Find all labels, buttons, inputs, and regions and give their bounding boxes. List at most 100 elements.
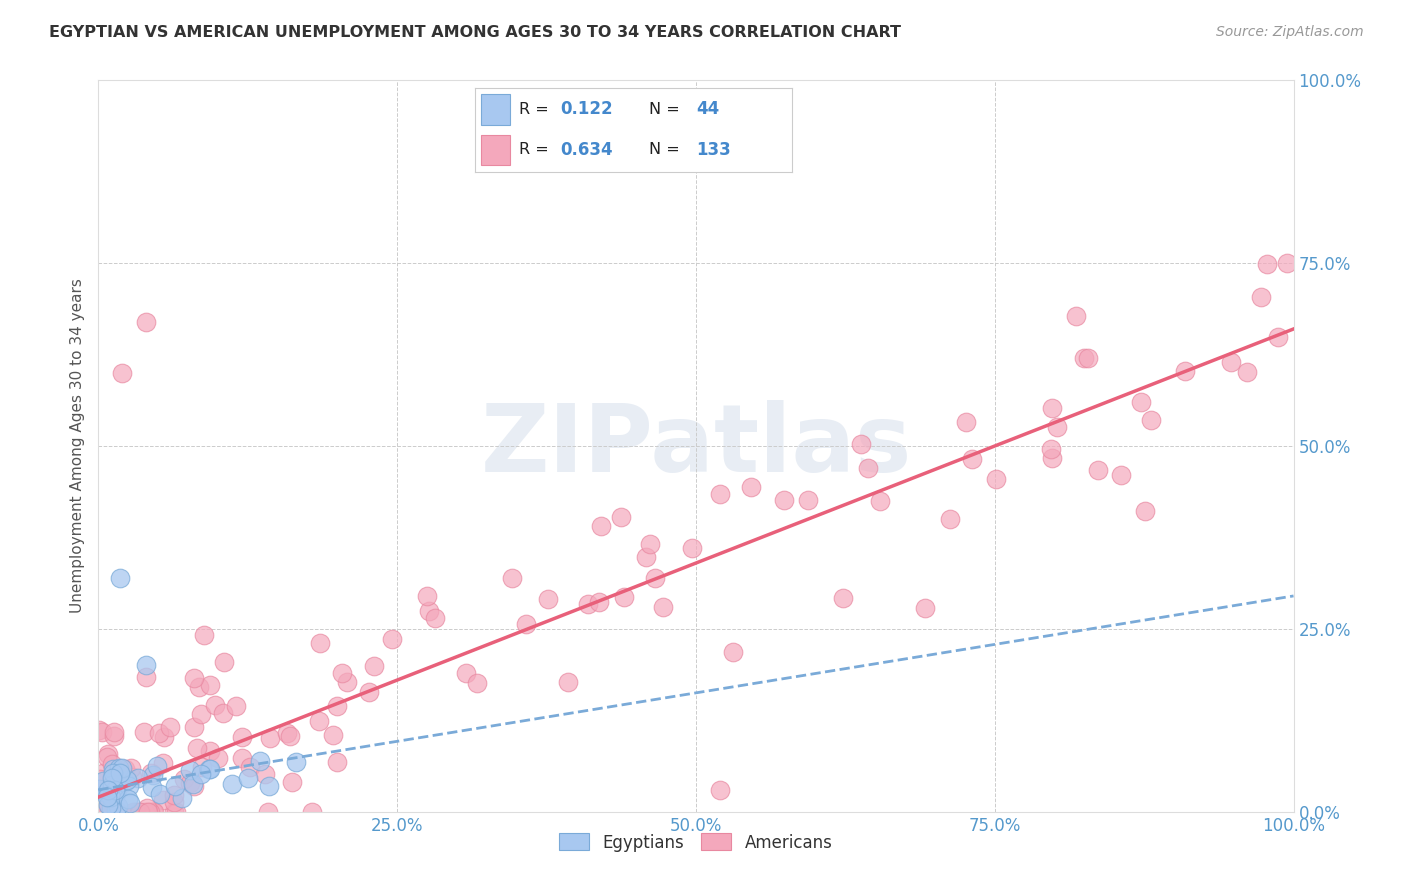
Point bbox=[127, 771, 149, 785]
Point bbox=[118, 797, 141, 811]
Point bbox=[198, 678, 221, 692]
Point bbox=[96, 789, 118, 804]
Point bbox=[142, 768, 165, 782]
Point bbox=[1040, 401, 1063, 416]
Point bbox=[100, 801, 122, 815]
Point bbox=[103, 729, 125, 743]
Point bbox=[301, 805, 323, 819]
Point bbox=[149, 787, 172, 801]
Point bbox=[91, 765, 114, 780]
Point bbox=[709, 486, 731, 500]
Point bbox=[183, 671, 205, 685]
Point bbox=[576, 597, 599, 611]
Point bbox=[212, 706, 235, 721]
Point bbox=[87, 723, 110, 738]
Point bbox=[115, 772, 138, 787]
Point bbox=[253, 767, 276, 781]
Point bbox=[108, 571, 131, 585]
Legend: Egyptians, Americans: Egyptians, Americans bbox=[553, 827, 839, 858]
Point bbox=[198, 744, 221, 758]
Point bbox=[122, 805, 145, 819]
Point bbox=[159, 720, 181, 734]
Point bbox=[204, 698, 226, 713]
Point bbox=[142, 805, 165, 819]
Point bbox=[173, 772, 195, 786]
Point bbox=[423, 611, 446, 625]
Point bbox=[136, 805, 159, 819]
Point bbox=[181, 777, 204, 791]
Point bbox=[138, 805, 160, 819]
Point bbox=[1066, 309, 1088, 323]
Point bbox=[869, 494, 891, 508]
Point bbox=[165, 805, 187, 819]
Point bbox=[207, 750, 229, 764]
Point bbox=[163, 805, 186, 819]
Point bbox=[89, 772, 111, 786]
Point bbox=[644, 571, 666, 585]
Point bbox=[772, 492, 794, 507]
Point bbox=[100, 790, 122, 805]
Point bbox=[1220, 355, 1243, 369]
Point bbox=[308, 714, 330, 728]
Point bbox=[124, 805, 146, 819]
Point bbox=[231, 730, 253, 744]
Point bbox=[284, 755, 307, 769]
Point bbox=[454, 666, 477, 681]
Point bbox=[721, 645, 744, 659]
Y-axis label: Unemployment Among Ages 30 to 34 years: Unemployment Among Ages 30 to 34 years bbox=[69, 278, 84, 614]
Point bbox=[984, 472, 1007, 486]
Point bbox=[221, 776, 243, 790]
Point bbox=[152, 793, 174, 807]
Point bbox=[103, 766, 125, 780]
Point bbox=[179, 775, 201, 789]
Point bbox=[111, 366, 134, 380]
Point bbox=[190, 706, 212, 721]
Point bbox=[856, 461, 879, 475]
Point bbox=[259, 779, 281, 793]
Point bbox=[309, 636, 332, 650]
Point bbox=[1139, 413, 1161, 427]
Point bbox=[141, 780, 163, 794]
Point bbox=[381, 632, 404, 646]
Point bbox=[259, 731, 281, 745]
Point bbox=[96, 786, 118, 800]
Point bbox=[326, 755, 349, 769]
Point bbox=[1039, 442, 1062, 456]
Point bbox=[98, 797, 121, 812]
Point bbox=[163, 788, 186, 802]
Point bbox=[187, 680, 209, 694]
Point bbox=[1275, 256, 1298, 270]
Point bbox=[129, 805, 152, 819]
Point bbox=[198, 762, 221, 776]
Point bbox=[1250, 290, 1272, 304]
Point bbox=[132, 724, 155, 739]
Point bbox=[613, 591, 636, 605]
Point bbox=[681, 541, 703, 555]
Point bbox=[108, 766, 131, 780]
Text: Source: ZipAtlas.com: Source: ZipAtlas.com bbox=[1216, 25, 1364, 39]
Point bbox=[1040, 450, 1063, 465]
Point bbox=[98, 798, 121, 813]
Point bbox=[214, 656, 236, 670]
Point bbox=[193, 628, 215, 642]
Point bbox=[363, 659, 385, 673]
Point bbox=[114, 775, 136, 789]
Point bbox=[105, 784, 128, 798]
Point bbox=[135, 315, 157, 329]
Point bbox=[190, 767, 212, 781]
Point bbox=[1130, 394, 1153, 409]
Point bbox=[1256, 257, 1278, 271]
Point bbox=[418, 604, 440, 618]
Point bbox=[416, 589, 439, 603]
Point bbox=[89, 781, 111, 796]
Point bbox=[128, 805, 150, 819]
Point bbox=[90, 725, 112, 739]
Point bbox=[515, 617, 537, 632]
Point bbox=[118, 780, 141, 794]
Point bbox=[136, 801, 159, 815]
Point bbox=[589, 518, 612, 533]
Point bbox=[183, 779, 205, 793]
Point bbox=[135, 669, 157, 683]
Point bbox=[960, 452, 983, 467]
Point bbox=[588, 594, 610, 608]
